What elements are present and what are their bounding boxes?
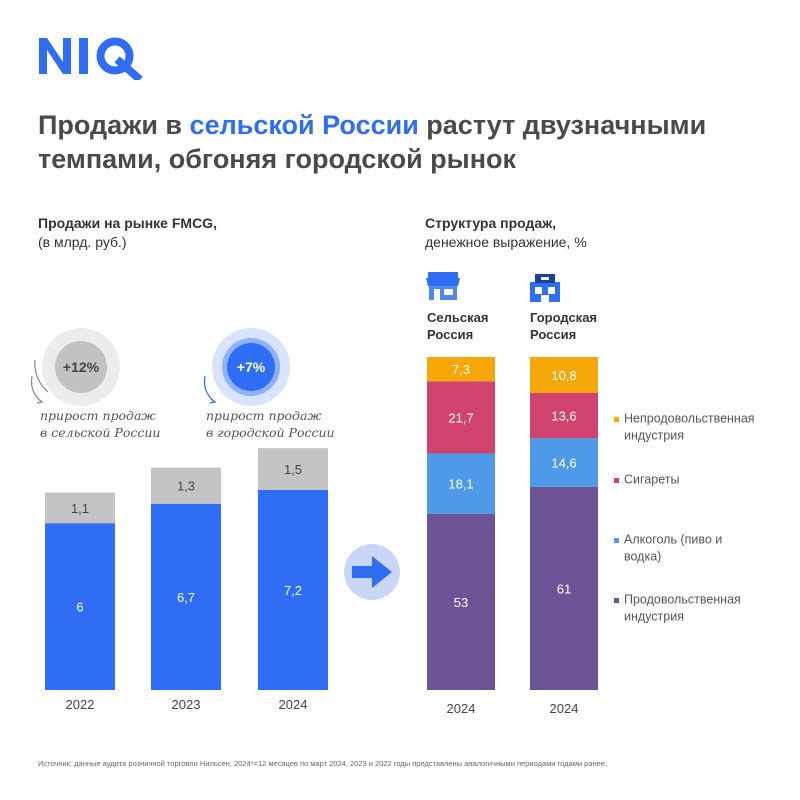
legend-swatch	[614, 598, 619, 603]
left-panel-title: Продажи на рынке FMCG, (в млрд. руб.)	[38, 215, 217, 250]
structure-axis-labels: 2024 2024	[447, 701, 579, 716]
legend-label: Сигареты	[624, 473, 679, 487]
legend-swatch	[614, 538, 619, 543]
bar-segment	[45, 523, 115, 690]
structure-segment	[530, 486, 598, 690]
structure-legend: Непродовольственная индустрия Сигареты Алко…	[614, 412, 755, 624]
source-footnote: Источник: данные аудита розничной торгов…	[38, 759, 608, 768]
legend-label: Непродовольственная	[624, 412, 755, 426]
rural-store-icon	[426, 272, 460, 300]
structure-value-label: 61	[557, 581, 571, 596]
structure-segment	[530, 392, 598, 439]
urban-russia-label: Городская Россия	[530, 310, 598, 342]
bar-value-label: 6,7	[177, 590, 195, 605]
legend-label-line2: индустрия	[624, 429, 684, 443]
structure-segment	[530, 438, 598, 487]
x-tick-label: 2024	[550, 701, 579, 716]
structure-value-label: 18,1	[448, 477, 473, 492]
structure-segment	[427, 513, 495, 690]
bar-value-label: 6	[76, 600, 83, 615]
bar-value-label: 1,3	[177, 479, 195, 494]
bar-segment	[151, 503, 221, 690]
legend-label: Алкоголь (пиво и	[624, 533, 722, 547]
structure-value-label: 21,7	[448, 410, 473, 425]
year-axis-labels: 2022 2023 2024	[66, 697, 308, 712]
bar-segment	[258, 448, 328, 490]
rural-growth-indicator: +12%	[30, 328, 120, 406]
niq-logo	[39, 37, 143, 80]
page-title: Продажи в сельской России растут двузнач…	[38, 110, 707, 174]
svg-text:+7%: +7%	[237, 359, 266, 375]
legend-swatch	[614, 478, 619, 483]
bar-value-label: 1,1	[71, 501, 89, 516]
structure-value-label: 14,6	[551, 456, 576, 471]
urban-store-icon	[530, 274, 560, 302]
x-tick-label: 2024	[447, 701, 476, 716]
structure-value-label: 7,3	[452, 362, 470, 377]
bar-value-label: 1,5	[284, 462, 302, 477]
structure-segment	[427, 357, 495, 382]
bar-value-label: 7,2	[284, 583, 302, 598]
bar-segment	[258, 489, 328, 690]
svg-text:+12%: +12%	[63, 359, 100, 375]
urban-growth-caption: прирост продаж в городской России	[206, 408, 335, 440]
x-tick-label: 2024	[279, 697, 308, 712]
rural-russia-label: Сельская Россия	[427, 310, 489, 342]
structure-value-label: 13,6	[551, 409, 576, 424]
structure-segment	[530, 357, 598, 393]
arrow-right-icon	[344, 544, 400, 600]
legend-label-line2: водка)	[624, 550, 661, 564]
structure-segment	[427, 453, 495, 514]
legend-swatch	[614, 417, 619, 422]
structure-value-label: 10,8	[551, 368, 576, 383]
structure-segment	[427, 381, 495, 454]
urban-growth-indicator: +7%	[203, 328, 290, 406]
structure-value-label: 53	[454, 595, 468, 610]
rural-growth-caption: прирост продаж в сельской России	[40, 408, 161, 440]
legend-label-line2: индустрия	[624, 610, 684, 624]
sales-structure-bars: 53 18,1 21,7 7,3 61 14,6 13,6 10,8	[427, 357, 598, 690]
fmcg-sales-bars: 6 1,1 6,7 1,3 7,2 1,5	[45, 448, 328, 690]
right-panel-title: Структура продаж, денежное выражение, %	[425, 215, 587, 250]
legend-label: Продовольственная	[624, 593, 741, 607]
x-tick-label: 2022	[66, 697, 95, 712]
bar-segment	[45, 492, 115, 524]
bar-segment	[151, 467, 221, 504]
x-tick-label: 2023	[172, 697, 201, 712]
